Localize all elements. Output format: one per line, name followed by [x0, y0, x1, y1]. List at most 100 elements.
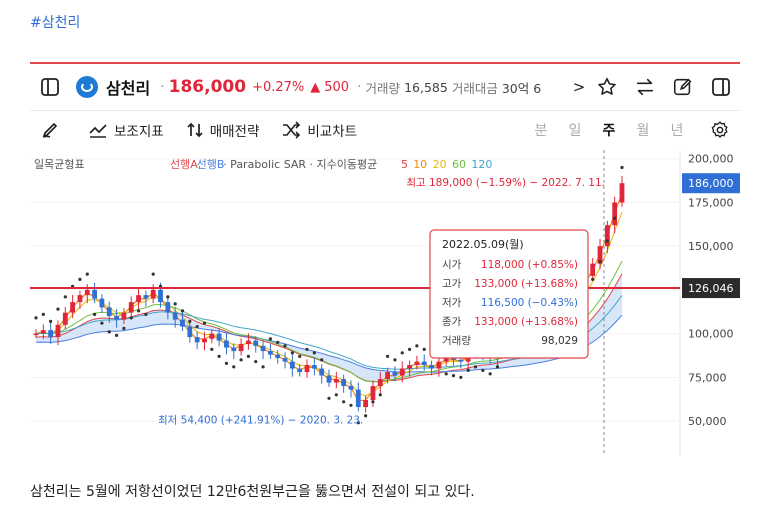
sar-dot: [327, 396, 331, 400]
period-week[interactable]: 주: [602, 123, 616, 139]
strategy-button[interactable]: 매매전략: [186, 120, 259, 140]
change-up-icon: ▲: [310, 79, 321, 95]
gear-icon[interactable]: [706, 116, 734, 144]
change-amount: 500: [324, 79, 350, 95]
candle-body: [128, 302, 134, 313]
high-annotation: 최고 189,000 (−1.59%) − 2022. 7. 11.: [406, 177, 605, 189]
sar-dot: [78, 277, 82, 281]
candle-body: [180, 319, 185, 327]
tooltip-label: 종가: [442, 316, 462, 328]
swap-icon[interactable]: [626, 73, 664, 101]
sar-dot: [107, 330, 111, 334]
sar-dot: [129, 316, 133, 320]
sar-dot: [356, 421, 360, 425]
candle-body: [136, 295, 141, 303]
hline-price-label: 126,046: [688, 282, 734, 295]
volume-value: 16,585: [404, 79, 448, 95]
sar-dot: [144, 312, 148, 316]
candle-body: [297, 368, 303, 373]
sar-dot: [459, 375, 463, 379]
sar-dot: [613, 216, 617, 220]
amount-value: 30억 6: [501, 80, 542, 96]
tooltip-value: 118,000 (+0.85%): [481, 259, 578, 271]
article-caption: 삼천리는 5월에 저항선이었던 12만6천원부근을 뚫으면서 전설이 되고 있다…: [30, 484, 475, 500]
candle-body: [224, 340, 229, 348]
candle-body: [333, 379, 339, 383]
sar-dot: [239, 358, 243, 362]
period-month[interactable]: 월: [636, 123, 650, 139]
drawing-pen-icon[interactable]: [36, 116, 64, 144]
star-icon[interactable]: [588, 73, 626, 101]
hashtag[interactable]: #삼천리: [30, 15, 81, 31]
sar-dot: [415, 344, 419, 348]
sar-dot: [305, 347, 309, 351]
candle-body: [150, 289, 156, 299]
candle-body: [216, 333, 222, 341]
candle-body: [84, 289, 90, 296]
sar-dot: [246, 354, 251, 358]
sar-dot: [188, 319, 192, 323]
tooltip-date: 2022.05.09(월): [442, 238, 524, 251]
stock-header: 삼천리 · 186,000 +0.27% ▲ 500 · 거래량 16,585 …: [30, 64, 740, 111]
more-info-button[interactable]: >: [572, 78, 586, 96]
compare-button[interactable]: 비교차트: [281, 120, 357, 140]
sar-dot: [136, 309, 141, 313]
low-annotation: 최저 54,400 (+241.91%) − 2020. 3. 23.: [158, 414, 363, 426]
candle-body: [202, 338, 207, 343]
candle-body: [407, 365, 412, 369]
candle-body: [377, 379, 383, 387]
edit-icon[interactable]: [664, 73, 702, 101]
period-minute[interactable]: 분: [534, 123, 548, 139]
sidebar-toggle-icon[interactable]: [36, 73, 64, 101]
sar-dot: [151, 272, 155, 276]
candle-body: [62, 312, 68, 325]
span-b-line: [35, 314, 623, 373]
volume-label: 거래량: [365, 80, 401, 96]
candle-body: [121, 312, 127, 320]
sar-dot: [334, 393, 338, 397]
chart-area[interactable]: 일목균형표 선행A 선행B · Parabolic SAR · 지수이동평균 5 10 2…: [30, 150, 740, 456]
candle-body: [289, 361, 295, 369]
sar-dot: [620, 165, 624, 170]
sar-dot: [488, 372, 492, 376]
sar-dot: [466, 368, 470, 372]
candle-body: [106, 307, 112, 317]
period-year[interactable]: 년: [670, 123, 684, 139]
candle-body: [348, 386, 354, 390]
candle-body: [238, 344, 244, 352]
candle-body: [77, 295, 83, 303]
candle-body: [370, 386, 376, 401]
candle-body: [619, 183, 625, 203]
stock-name[interactable]: 삼천리: [106, 79, 151, 98]
sar-dot: [371, 400, 375, 404]
candle-body: [341, 379, 347, 387]
ichimoku-cloud: [36, 273, 622, 382]
sar-dot: [180, 309, 185, 313]
sar-dot: [34, 316, 38, 320]
panel-toggle-icon[interactable]: [702, 73, 740, 101]
sar-dot: [195, 325, 199, 329]
legend-ma-period: 20: [433, 158, 447, 171]
y-tick-label: 175,000: [688, 196, 734, 209]
candle-body: [385, 372, 390, 380]
legend-item: 선행B: [197, 158, 225, 171]
sar-dot: [283, 344, 287, 348]
sar-dot: [217, 354, 221, 358]
candle-body: [590, 263, 596, 276]
candle-body: [158, 289, 163, 303]
candle-body: [458, 359, 464, 362]
sar-dot: [41, 312, 45, 316]
candle-body: [253, 340, 259, 346]
y-tick-label: 50,000: [688, 415, 727, 428]
indicators-button[interactable]: 보조지표: [88, 120, 164, 140]
sar-dot: [100, 321, 104, 325]
period-day[interactable]: 일: [568, 123, 582, 139]
sar-dot: [85, 272, 89, 276]
company-logo: [76, 76, 98, 98]
candle-body: [392, 372, 398, 376]
sar-dot: [312, 351, 316, 355]
candle-body: [70, 302, 76, 313]
header-actions: >: [566, 64, 740, 110]
